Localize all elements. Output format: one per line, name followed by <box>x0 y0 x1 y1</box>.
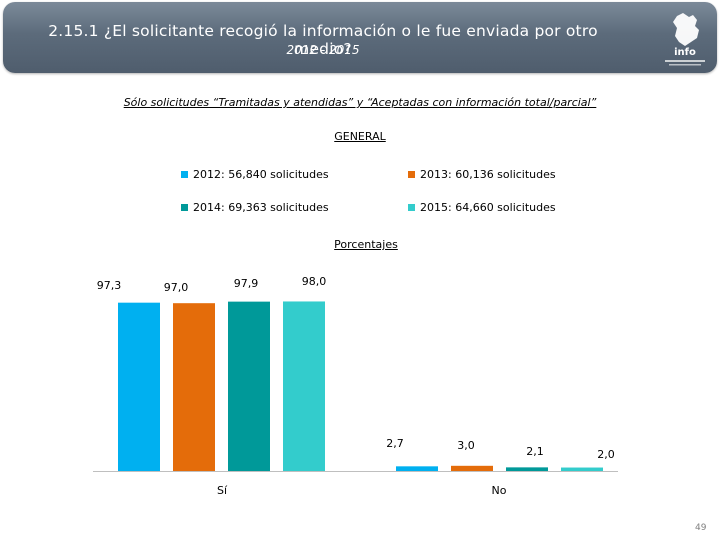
data-label: 2,7 <box>386 437 404 450</box>
category-tick-label: No <box>492 484 507 497</box>
legend-label: 2015: 64,660 solicitudes <box>420 201 556 214</box>
bar-no-2 <box>506 467 548 471</box>
legend-swatch <box>408 204 415 211</box>
data-label: 2,0 <box>597 448 615 461</box>
data-label: 2,1 <box>526 445 544 458</box>
bar-no-0 <box>396 466 438 471</box>
legend-swatch <box>181 204 188 211</box>
legend-item-2014: 2014: 69,363 solicitudes <box>181 201 329 214</box>
legend-label: 2014: 69,363 solicitudes <box>193 201 329 214</box>
bar-si-0 <box>118 302 160 471</box>
page-title: 2.15.1 ¿El solicitante recogió la inform… <box>48 22 598 58</box>
data-label: 97,0 <box>164 281 189 294</box>
bar-si-3 <box>283 301 325 471</box>
info-logo: info <box>653 8 717 72</box>
page-number: 49 <box>695 523 707 533</box>
bar-no-1 <box>451 465 493 471</box>
legend-label: 2012: 56,840 solicitudes <box>193 168 329 181</box>
city-silhouette-icon <box>665 13 705 66</box>
legend-item-2012: 2012: 56,840 solicitudes <box>181 168 329 181</box>
axis-unit-label: Porcentajes <box>334 238 398 251</box>
bar-si-2 <box>228 301 270 471</box>
legend-label: 2013: 60,136 solicitudes <box>420 168 556 181</box>
legend-swatch <box>181 171 188 178</box>
logo-text: info <box>674 47 696 58</box>
data-label: 97,9 <box>234 277 259 290</box>
bar-no-3 <box>561 467 603 471</box>
filter-note: Sólo solicitudes “Tramitadas y atendidas… <box>123 96 597 109</box>
legend-item-2015: 2015: 64,660 solicitudes <box>408 201 556 214</box>
section-label: GENERAL <box>334 130 386 143</box>
legend-swatch <box>408 171 415 178</box>
page-subtitle: 2012 - 2015 <box>286 43 360 57</box>
legend-item-2013: 2013: 60,136 solicitudes <box>408 168 556 181</box>
data-label: 3,0 <box>457 439 475 452</box>
data-label: 97,3 <box>97 279 122 292</box>
bar-si-1 <box>173 303 215 471</box>
category-tick-label: Sí <box>217 484 228 497</box>
header-banner: 2.15.1 ¿El solicitante recogió la inform… <box>3 2 717 73</box>
data-label: 98,0 <box>302 275 327 288</box>
